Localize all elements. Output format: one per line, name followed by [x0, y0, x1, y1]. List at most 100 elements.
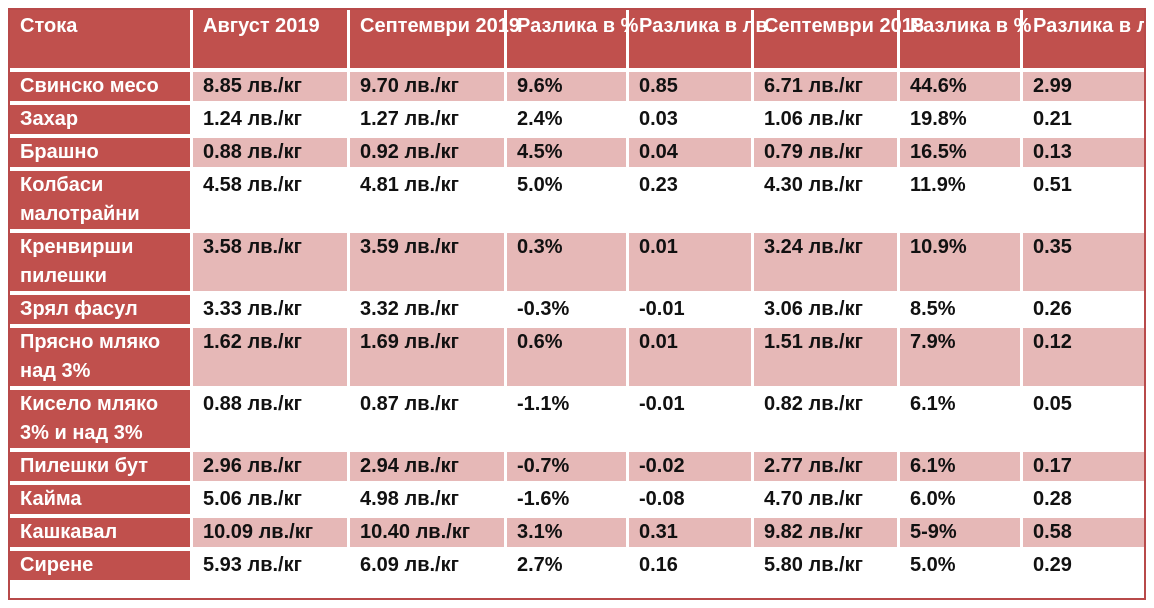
- table-row: Кашкавал 10.09 лв./кг 10.40 лв./кг 3.1% 0.31…: [10, 518, 1144, 551]
- september-2019-cell: 2.94 лв./кг: [350, 452, 507, 485]
- table-row: Кисело мляко 3% и над 3% 0.88 лв./кг 0.87 …: [10, 390, 1144, 452]
- header-august-2019: Август 2019: [193, 10, 350, 72]
- august-2019-cell: 1.62 лв./кг: [193, 328, 350, 390]
- header-product: Стока: [10, 10, 193, 72]
- september-2019-cell: 1.69 лв./кг: [350, 328, 507, 390]
- product-name-cell: Брашно: [10, 138, 193, 171]
- september-2018-cell: 4.30 лв./кг: [754, 171, 900, 233]
- diff-percent-month-cell: -0.3%: [507, 295, 629, 328]
- table-row: Прясно мляко над 3% 1.62 лв./кг 1.69 лв./к…: [10, 328, 1144, 390]
- september-2019-cell: 1.27 лв./кг: [350, 105, 507, 138]
- august-2019-cell: 10.09 лв./кг: [193, 518, 350, 551]
- diff-percent-year-cell: 44.6%: [900, 72, 1023, 105]
- diff-lv-month-cell: -0.02: [629, 452, 754, 485]
- september-2018-cell: 1.51 лв./кг: [754, 328, 900, 390]
- diff-lv-month-cell: 0.01: [629, 328, 754, 390]
- september-2018-cell: 6.71 лв./кг: [754, 72, 900, 105]
- price-comparison-table-frame: Стока Август 2019 Септември 2019 Разлика…: [8, 8, 1146, 600]
- august-2019-cell: 5.93 лв./кг: [193, 551, 350, 580]
- august-2019-cell: 4.58 лв./кг: [193, 171, 350, 233]
- product-name-cell: Зрял фасул: [10, 295, 193, 328]
- product-name-cell: Свинско месо: [10, 72, 193, 105]
- september-2019-cell: 10.40 лв./кг: [350, 518, 507, 551]
- diff-lv-month-cell: 0.85: [629, 72, 754, 105]
- september-2019-cell: 0.92 лв./кг: [350, 138, 507, 171]
- september-2018-cell: 4.70 лв./кг: [754, 485, 900, 518]
- september-2018-cell: 1.06 лв./кг: [754, 105, 900, 138]
- diff-percent-year-cell: 5-9%: [900, 518, 1023, 551]
- table-body: Свинско месо 8.85 лв./кг 9.70 лв./кг 9.6% 0.…: [10, 72, 1144, 580]
- diff-lv-year-cell: 0.13: [1023, 138, 1144, 171]
- diff-lv-month-cell: -0.01: [629, 295, 754, 328]
- product-name-cell: Кисело мляко 3% и над 3%: [10, 390, 193, 452]
- diff-percent-month-cell: 4.5%: [507, 138, 629, 171]
- diff-lv-month-cell: 0.23: [629, 171, 754, 233]
- september-2018-cell: 3.24 лв./кг: [754, 233, 900, 295]
- september-2019-cell: 3.32 лв./кг: [350, 295, 507, 328]
- table-row: Сирене 5.93 лв./кг 6.09 лв./кг 2.7% 0.16 5.80…: [10, 551, 1144, 580]
- august-2019-cell: 1.24 лв./кг: [193, 105, 350, 138]
- september-2018-cell: 9.82 лв./кг: [754, 518, 900, 551]
- product-name-cell: Пилешки бут: [10, 452, 193, 485]
- header-diff-lv-month: Разлика в лв.: [629, 10, 773, 72]
- diff-percent-year-cell: 7.9%: [900, 328, 1023, 390]
- september-2018-cell: 2.77 лв./кг: [754, 452, 900, 485]
- table-row: Брашно 0.88 лв./кг 0.92 лв./кг 4.5% 0.04 0.79…: [10, 138, 1144, 171]
- september-2019-cell: 9.70 лв./кг: [350, 72, 507, 105]
- product-name-cell: Прясно мляко над 3%: [10, 328, 193, 390]
- diff-percent-month-cell: 2.7%: [507, 551, 629, 580]
- header-september-2019: Септември 2019: [350, 10, 520, 72]
- september-2019-cell: 6.09 лв./кг: [350, 551, 507, 580]
- diff-percent-month-cell: 9.6%: [507, 72, 629, 105]
- september-2019-cell: 4.81 лв./кг: [350, 171, 507, 233]
- product-name-cell: Колбаси малотрайни: [10, 171, 193, 233]
- diff-percent-month-cell: 3.1%: [507, 518, 629, 551]
- diff-percent-month-cell: 2.4%: [507, 105, 629, 138]
- diff-percent-year-cell: 11.9%: [900, 171, 1023, 233]
- diff-lv-month-cell: -0.08: [629, 485, 754, 518]
- august-2019-cell: 8.85 лв./кг: [193, 72, 350, 105]
- august-2019-cell: 3.58 лв./кг: [193, 233, 350, 295]
- diff-percent-year-cell: 8.5%: [900, 295, 1023, 328]
- table-row: Захар 1.24 лв./кг 1.27 лв./кг 2.4% 0.03 1.06 …: [10, 105, 1144, 138]
- diff-lv-month-cell: 0.04: [629, 138, 754, 171]
- header-diff-percent-month: Разлика в %: [507, 10, 638, 72]
- diff-lv-year-cell: 0.12: [1023, 328, 1144, 390]
- product-name-cell: Сирене: [10, 551, 193, 580]
- diff-percent-month-cell: -0.7%: [507, 452, 629, 485]
- diff-lv-month-cell: 0.03: [629, 105, 754, 138]
- august-2019-cell: 5.06 лв./кг: [193, 485, 350, 518]
- diff-lv-month-cell: 0.16: [629, 551, 754, 580]
- diff-lv-month-cell: -0.01: [629, 390, 754, 452]
- diff-percent-month-cell: 0.6%: [507, 328, 629, 390]
- august-2019-cell: 2.96 лв./кг: [193, 452, 350, 485]
- september-2018-cell: 0.82 лв./кг: [754, 390, 900, 452]
- diff-percent-year-cell: 6.0%: [900, 485, 1023, 518]
- diff-percent-month-cell: -1.1%: [507, 390, 629, 452]
- september-2018-cell: 0.79 лв./кг: [754, 138, 900, 171]
- diff-lv-month-cell: 0.01: [629, 233, 754, 295]
- diff-lv-month-cell: 0.31: [629, 518, 754, 551]
- diff-lv-year-cell: 0.17: [1023, 452, 1144, 485]
- september-2019-cell: 4.98 лв./кг: [350, 485, 507, 518]
- diff-percent-year-cell: 16.5%: [900, 138, 1023, 171]
- table-row: Свинско месо 8.85 лв./кг 9.70 лв./кг 9.6% 0.…: [10, 72, 1144, 105]
- header-diff-percent-year: Разлика в %: [900, 10, 1031, 72]
- product-name-cell: Кашкавал: [10, 518, 193, 551]
- september-2019-cell: 3.59 лв./кг: [350, 233, 507, 295]
- table-row: Пилешки бут 2.96 лв./кг 2.94 лв./кг -0.7% -0…: [10, 452, 1144, 485]
- september-2019-cell: 0.87 лв./кг: [350, 390, 507, 452]
- august-2019-cell: 0.88 лв./кг: [193, 138, 350, 171]
- diff-lv-year-cell: 0.05: [1023, 390, 1144, 452]
- diff-percent-year-cell: 10.9%: [900, 233, 1023, 295]
- product-name-cell: Захар: [10, 105, 193, 138]
- product-name-cell: Кренвирши пилешки: [10, 233, 193, 295]
- september-2018-cell: 3.06 лв./кг: [754, 295, 900, 328]
- diff-percent-year-cell: 19.8%: [900, 105, 1023, 138]
- table-row: Кайма 5.06 лв./кг 4.98 лв./кг -1.6% -0.08 4.7…: [10, 485, 1144, 518]
- product-name-cell: Кайма: [10, 485, 193, 518]
- diff-lv-year-cell: 0.58: [1023, 518, 1144, 551]
- august-2019-cell: 0.88 лв./кг: [193, 390, 350, 452]
- table-row: Кренвирши пилешки 3.58 лв./кг 3.59 лв./кг 0…: [10, 233, 1144, 295]
- august-2019-cell: 3.33 лв./кг: [193, 295, 350, 328]
